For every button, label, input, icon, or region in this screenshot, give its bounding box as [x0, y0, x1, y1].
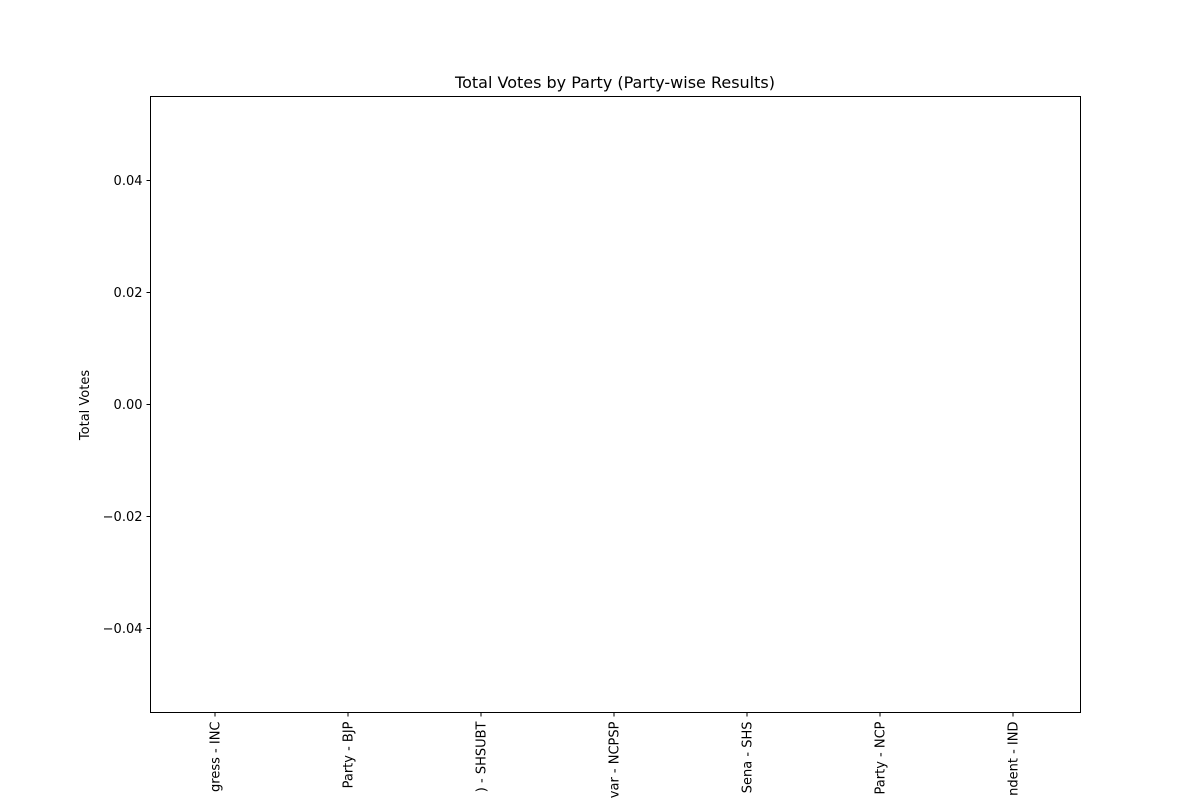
chart-title: Total Votes by Party (Party-wise Results… [454, 73, 775, 92]
x-tick-label: Sena - SHS [741, 722, 756, 794]
x-tick-label: Party - NCP [874, 721, 889, 794]
y-tick-label: 0.02 [114, 286, 143, 301]
x-axis-ticks: gress - INC Party - BJP ) - SHSUBT var - NC… [209, 712, 1022, 798]
x-tick-label: Party - BJP [342, 721, 357, 788]
y-tick-label: 0.00 [114, 398, 143, 413]
y-tick-label: 0.04 [114, 174, 143, 189]
plot-area-frame [150, 96, 1081, 713]
x-tick-label: gress - INC [209, 722, 224, 792]
x-tick-label: ) - SHSUBT [475, 721, 490, 792]
y-tick-label: −0.02 [103, 510, 143, 525]
y-axis-label: Total Votes [78, 370, 93, 441]
y-tick-label: −0.04 [103, 622, 143, 637]
x-tick-label: ndent - IND [1007, 722, 1022, 796]
x-tick-label: var - NCPSP [608, 721, 623, 798]
y-axis-ticks: −0.04 −0.02 0.00 0.02 0.04 [103, 174, 151, 637]
